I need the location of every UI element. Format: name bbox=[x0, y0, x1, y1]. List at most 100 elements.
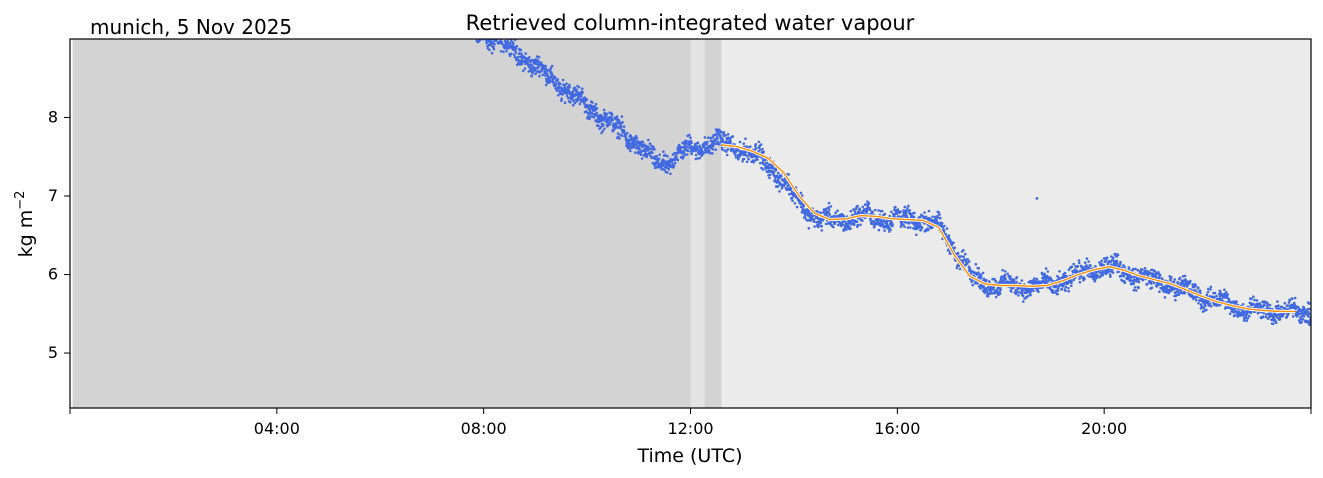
scatter-point bbox=[994, 295, 998, 299]
y-axis-label-exponent: −2 bbox=[13, 191, 28, 210]
scatter-point bbox=[536, 58, 539, 61]
scatter-point bbox=[713, 142, 716, 146]
scatter-point bbox=[789, 187, 793, 190]
scatter-point bbox=[1105, 256, 1109, 260]
scatter-point bbox=[540, 69, 543, 73]
scatter-point bbox=[477, 36, 480, 39]
scatter-point bbox=[561, 78, 565, 82]
scatter-point bbox=[756, 158, 759, 161]
scatter-point bbox=[1101, 273, 1105, 277]
scatter-point bbox=[660, 168, 663, 171]
scatter-point bbox=[856, 204, 859, 208]
scatter-point bbox=[711, 147, 715, 151]
scatter-point bbox=[754, 143, 758, 146]
scatter-point bbox=[654, 157, 657, 161]
scatter-point bbox=[453, 21, 456, 24]
scatter-point bbox=[1012, 278, 1016, 282]
scatter-point bbox=[939, 216, 942, 220]
scatter-point bbox=[937, 210, 940, 214]
scatter-point bbox=[942, 229, 946, 233]
scatter-point bbox=[573, 86, 576, 89]
scatter-point bbox=[457, 15, 460, 18]
scatter-point bbox=[665, 166, 669, 169]
scatter-point bbox=[666, 155, 669, 158]
scatter-point bbox=[1003, 273, 1007, 277]
scatter-point bbox=[1191, 283, 1194, 286]
scatter-point bbox=[1241, 303, 1245, 306]
scatter-point bbox=[813, 225, 816, 228]
scatter-point bbox=[1042, 279, 1045, 283]
scatter-point bbox=[907, 222, 911, 225]
scatter-point bbox=[1085, 257, 1089, 260]
scatter-point bbox=[1056, 274, 1059, 278]
scatter-point bbox=[491, 41, 495, 44]
scatter-point bbox=[991, 277, 994, 281]
scatter-point bbox=[447, 21, 450, 24]
scatter-point bbox=[1170, 276, 1173, 279]
scatter-point bbox=[1127, 267, 1131, 270]
scatter-point bbox=[685, 153, 689, 156]
scatter-point bbox=[767, 166, 770, 169]
scatter-point bbox=[981, 271, 985, 275]
scatter-point bbox=[1098, 261, 1101, 264]
scatter-point bbox=[761, 147, 764, 151]
scatter-point bbox=[602, 123, 605, 126]
scatter-point bbox=[945, 227, 949, 230]
scatter-point bbox=[1111, 271, 1115, 274]
scatter-point bbox=[571, 90, 575, 93]
scatter-point bbox=[915, 233, 918, 237]
scatter-point bbox=[861, 219, 864, 222]
scatter-point bbox=[529, 67, 533, 71]
scatter-point bbox=[778, 190, 781, 193]
scatter-point bbox=[1272, 322, 1275, 326]
scatter-point bbox=[611, 118, 615, 121]
scatter-point bbox=[994, 279, 997, 283]
x-tick-label: 16:00 bbox=[874, 419, 920, 438]
scatter-point bbox=[620, 115, 624, 118]
scatter-point bbox=[1286, 304, 1290, 307]
scatter-point bbox=[726, 133, 730, 136]
scatter-point bbox=[790, 196, 794, 200]
scatter-point bbox=[454, 13, 457, 16]
scatter-point bbox=[565, 82, 568, 85]
scatter-point bbox=[600, 131, 603, 135]
scatter-point bbox=[1137, 280, 1141, 284]
scatter-point bbox=[1100, 259, 1104, 263]
scatter-point bbox=[1029, 293, 1032, 297]
scatter-point bbox=[530, 74, 533, 78]
scatter-point bbox=[1223, 296, 1227, 299]
scatter-point bbox=[1133, 286, 1137, 289]
scatter-point bbox=[1020, 291, 1024, 295]
scatter-point bbox=[511, 36, 514, 39]
scatter-point bbox=[450, 23, 453, 26]
scatter-point bbox=[1102, 263, 1105, 267]
scatter-point bbox=[459, 27, 462, 30]
scatter-point bbox=[1233, 314, 1237, 317]
scatter-point bbox=[1255, 299, 1259, 302]
scatter-point bbox=[968, 260, 971, 263]
scatter-point bbox=[721, 138, 725, 141]
scatter-point bbox=[902, 223, 905, 226]
scatter-point bbox=[626, 131, 629, 135]
scatter-point bbox=[549, 66, 553, 70]
scatter-point bbox=[793, 202, 797, 205]
scatter-point bbox=[913, 211, 916, 215]
scatter-point bbox=[1021, 289, 1025, 292]
scatter-point bbox=[1102, 257, 1106, 260]
scatter-point bbox=[1308, 323, 1311, 327]
chart-subtitle: munich, 5 Nov 2025 bbox=[90, 15, 292, 39]
scatter-point bbox=[999, 278, 1003, 281]
scatter-point bbox=[1088, 275, 1091, 278]
scatter-point bbox=[457, 26, 460, 29]
scatter-point bbox=[614, 122, 618, 125]
scatter-point bbox=[711, 152, 714, 155]
scatter-point bbox=[828, 213, 832, 216]
scatter-point bbox=[601, 129, 605, 133]
scatter-point bbox=[849, 227, 852, 230]
scatter-point bbox=[634, 134, 638, 138]
scatter-point bbox=[1287, 301, 1291, 304]
scatter-point bbox=[1064, 289, 1067, 293]
scatter-point bbox=[554, 83, 558, 86]
scatter-point bbox=[568, 85, 571, 89]
scatter-point bbox=[1067, 286, 1070, 290]
